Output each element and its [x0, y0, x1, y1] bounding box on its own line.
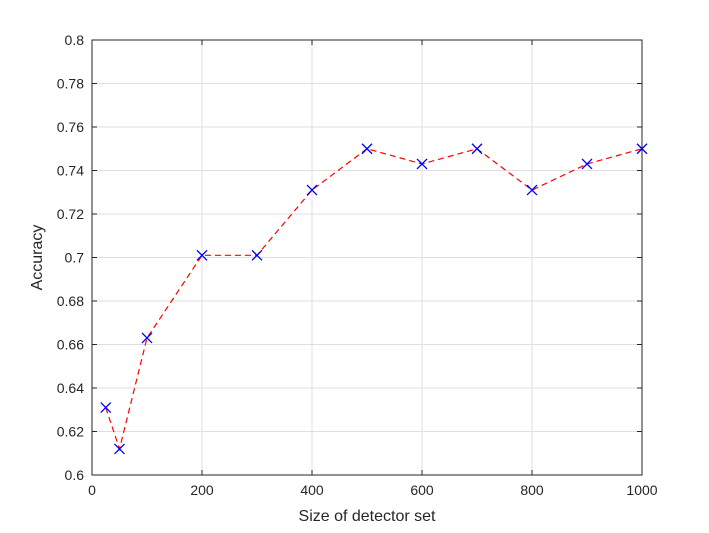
data-point-marker: [114, 443, 125, 455]
data-point-marker: [141, 332, 153, 344]
data-point-marker: [100, 402, 112, 414]
y-tick-label: 0.64: [57, 380, 84, 396]
tick-labels: 0 200 400 600 800 1000 0.6 0.62 0.64 0.66 0.68 0.7 0…: [57, 32, 658, 498]
series-line: [105, 148, 643, 452]
data-point-marker: [471, 143, 483, 155]
data-point-marker: [251, 249, 263, 261]
y-tick-label: 0.74: [57, 163, 84, 179]
grid: [92, 40, 642, 475]
x-tick-label: 1000: [626, 482, 657, 498]
y-tick-label: 0.7: [65, 250, 85, 266]
x-tick-label: 0: [88, 482, 96, 498]
x-axis-label: Size of detector set: [299, 508, 437, 525]
y-tick-label: 0.78: [57, 76, 84, 92]
x-tick-label: 800: [520, 482, 544, 498]
data-point-marker: [526, 184, 538, 196]
x-tick-label: 200: [190, 482, 214, 498]
axis-ticks: [91, 39, 643, 476]
y-tick-label: 0.72: [57, 206, 84, 222]
y-tick-label: 0.8: [65, 32, 85, 48]
x-tick-label: 400: [300, 482, 324, 498]
data-point-marker: [581, 158, 593, 170]
series-markers: [100, 143, 648, 455]
y-tick-label: 0.68: [57, 293, 84, 309]
y-axis-label: Accuracy: [29, 225, 46, 291]
y-tick-label: 0.76: [57, 119, 84, 135]
data-point-marker: [196, 249, 208, 261]
series-polyline: [105, 148, 643, 452]
y-tick-label: 0.66: [57, 337, 84, 353]
data-point-marker: [361, 143, 373, 155]
y-tick-label: 0.6: [65, 467, 85, 483]
data-point-marker: [306, 184, 318, 196]
data-point-marker: [416, 158, 428, 170]
y-tick-label: 0.62: [57, 424, 84, 440]
x-tick-label: 600: [410, 482, 434, 498]
